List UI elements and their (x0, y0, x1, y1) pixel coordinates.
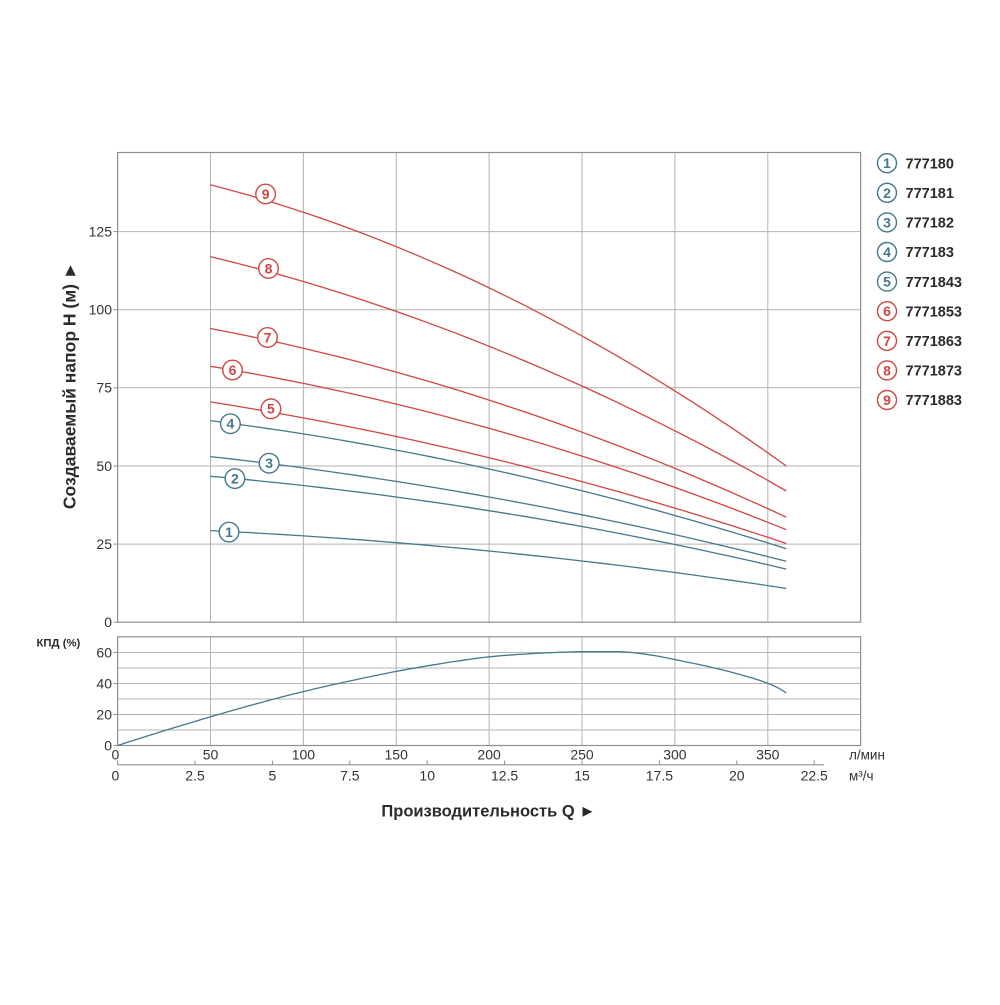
svg-text:7771873: 7771873 (906, 364, 962, 380)
svg-text:4: 4 (883, 244, 891, 260)
svg-text:8: 8 (265, 260, 273, 276)
svg-text:9: 9 (883, 392, 891, 408)
svg-text:125: 125 (89, 223, 113, 239)
svg-text:7771883: 7771883 (906, 393, 962, 409)
svg-text:0: 0 (104, 737, 112, 753)
svg-text:КПД (%): КПД (%) (37, 638, 81, 650)
svg-text:12.5: 12.5 (491, 768, 518, 784)
svg-text:Производительность Q ►: Производительность Q ► (381, 803, 595, 821)
svg-text:777181: 777181 (906, 186, 954, 202)
svg-text:20: 20 (729, 768, 745, 784)
svg-text:100: 100 (89, 302, 113, 318)
svg-text:15: 15 (574, 768, 590, 784)
svg-text:350: 350 (756, 747, 780, 763)
svg-text:20: 20 (96, 706, 112, 722)
svg-text:25: 25 (96, 536, 112, 552)
svg-text:10: 10 (419, 768, 435, 784)
svg-text:7.5: 7.5 (340, 768, 360, 784)
svg-text:5: 5 (883, 274, 891, 290)
svg-text:0: 0 (104, 614, 112, 630)
svg-text:0: 0 (112, 747, 120, 763)
svg-text:22.5: 22.5 (801, 768, 828, 784)
svg-text:5: 5 (267, 401, 275, 417)
svg-text:1: 1 (883, 155, 891, 171)
svg-text:50: 50 (203, 747, 219, 763)
svg-text:3: 3 (883, 214, 891, 230)
svg-text:7771863: 7771863 (906, 334, 962, 350)
svg-text:777180: 777180 (906, 156, 954, 172)
svg-text:100: 100 (292, 747, 316, 763)
svg-text:60: 60 (96, 644, 112, 660)
svg-text:2: 2 (231, 470, 239, 486)
svg-text:200: 200 (477, 747, 501, 763)
svg-text:7771853: 7771853 (906, 304, 962, 320)
svg-text:м³/ч: м³/ч (849, 769, 874, 784)
svg-text:6: 6 (229, 362, 237, 378)
svg-text:Создаваемый напор Н (м) ►: Создаваемый напор Н (м) ► (60, 262, 80, 509)
svg-text:75: 75 (96, 380, 112, 396)
svg-text:250: 250 (570, 747, 594, 763)
svg-text:40: 40 (96, 675, 112, 691)
svg-text:8: 8 (883, 362, 891, 378)
svg-text:7: 7 (264, 329, 272, 345)
svg-text:150: 150 (385, 747, 409, 763)
svg-text:9: 9 (262, 186, 270, 202)
svg-text:2: 2 (883, 185, 891, 201)
svg-text:7771843: 7771843 (906, 275, 962, 291)
svg-text:777182: 777182 (906, 216, 954, 232)
svg-text:6: 6 (883, 303, 891, 319)
svg-text:5: 5 (269, 768, 277, 784)
svg-text:1: 1 (225, 524, 233, 540)
svg-text:300: 300 (663, 747, 687, 763)
svg-text:777183: 777183 (906, 245, 954, 261)
svg-text:7: 7 (883, 333, 891, 349)
svg-text:3: 3 (265, 455, 273, 471)
svg-text:0: 0 (112, 768, 120, 784)
svg-text:17.5: 17.5 (646, 768, 673, 784)
svg-text:л/мин: л/мин (849, 748, 885, 763)
svg-text:50: 50 (96, 458, 112, 474)
svg-text:2.5: 2.5 (185, 768, 205, 784)
svg-text:4: 4 (227, 416, 235, 432)
